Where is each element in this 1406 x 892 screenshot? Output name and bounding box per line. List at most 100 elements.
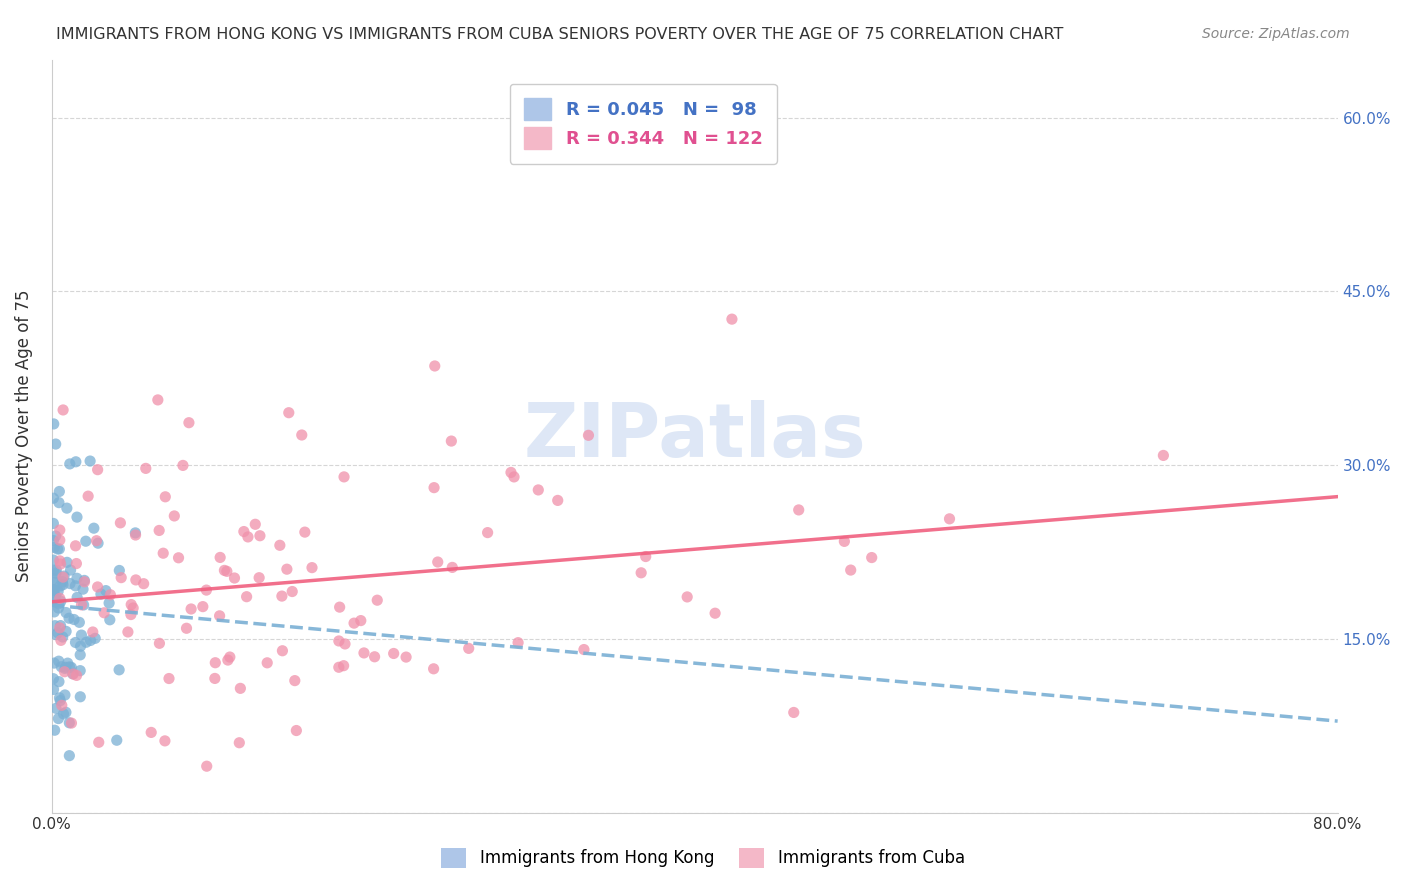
Point (457, 641, 479, 656)
Point (55, 706, 77, 720)
Point (49, 523, 72, 537)
Point (215, 565, 238, 579)
Point (44, 575, 66, 590)
Point (110, 516, 132, 530)
Point (62, 666, 84, 681)
Point (93, 606, 115, 620)
Point (45, 628, 67, 642)
Point (51, 574, 73, 589)
Point (721, 312, 744, 326)
Point (52, 630, 75, 644)
Text: ZIPatlas: ZIPatlas (523, 400, 866, 473)
Point (48, 597, 70, 611)
Point (48, 654, 70, 668)
Point (422, 662, 444, 676)
Point (285, 723, 308, 738)
Point (49, 693, 72, 707)
Point (48, 541, 70, 556)
Point (218, 650, 240, 665)
Point (229, 681, 252, 696)
Point (350, 614, 373, 628)
Point (69, 664, 91, 678)
Point (152, 546, 174, 560)
Point (172, 458, 194, 473)
Point (291, 428, 314, 442)
Point (75, 635, 97, 649)
Point (217, 653, 239, 667)
Point (235, 590, 257, 604)
Point (333, 470, 356, 484)
Point (59, 457, 82, 471)
Point (839, 563, 862, 577)
Point (66, 510, 89, 524)
Point (65, 557, 87, 571)
Point (52, 577, 75, 591)
Point (42, 585, 65, 599)
Point (65, 635, 87, 649)
Point (49, 618, 72, 632)
Point (98, 596, 121, 610)
Point (48, 484, 70, 499)
Point (58, 660, 80, 674)
Point (49, 554, 72, 568)
Point (499, 466, 522, 480)
Point (110, 571, 132, 585)
Point (277, 406, 299, 420)
Point (44, 582, 66, 597)
Point (117, 624, 139, 639)
Point (77, 489, 100, 503)
Point (52, 706, 75, 721)
Point (49, 533, 72, 548)
Point (44, 541, 66, 555)
Point (55, 660, 77, 674)
Point (73, 574, 96, 589)
Point (938, 512, 960, 526)
Point (72, 582, 94, 596)
Point (42, 563, 65, 577)
Point (48, 712, 70, 726)
Point (46, 541, 69, 556)
Point (59, 576, 82, 591)
Point (45, 595, 67, 609)
Point (228, 736, 250, 750)
Point (132, 576, 155, 591)
Point (108, 663, 131, 677)
Point (60, 716, 83, 731)
Point (120, 607, 142, 622)
Point (125, 573, 148, 587)
Point (82, 625, 104, 640)
Point (141, 725, 163, 739)
Point (276, 562, 298, 576)
Point (55, 624, 77, 639)
Point (328, 660, 350, 674)
Point (45, 566, 67, 581)
Point (155, 490, 177, 504)
Point (46, 625, 69, 640)
Point (87, 536, 110, 550)
Point (42, 491, 65, 506)
Point (333, 637, 356, 651)
Point (45, 701, 67, 715)
Point (236, 530, 259, 544)
Point (59, 563, 82, 577)
Point (94, 583, 117, 598)
Point (441, 560, 464, 574)
Point (66, 571, 89, 585)
Point (42, 553, 65, 567)
Point (45, 437, 67, 451)
Point (578, 428, 600, 442)
Point (90, 587, 112, 601)
Point (44, 589, 66, 603)
Point (63, 613, 86, 627)
Point (52, 570, 75, 584)
Point (79, 633, 101, 648)
Point (120, 598, 142, 612)
Point (51, 698, 73, 713)
Text: IMMIGRANTS FROM HONG KONG VS IMMIGRANTS FROM CUBA SENIORS POVERTY OVER THE AGE O: IMMIGRANTS FROM HONG KONG VS IMMIGRANTS … (56, 27, 1063, 42)
Point (105, 733, 128, 747)
Point (247, 571, 270, 585)
Point (180, 602, 202, 616)
Point (426, 555, 449, 569)
Point (157, 672, 180, 686)
Point (249, 529, 271, 543)
